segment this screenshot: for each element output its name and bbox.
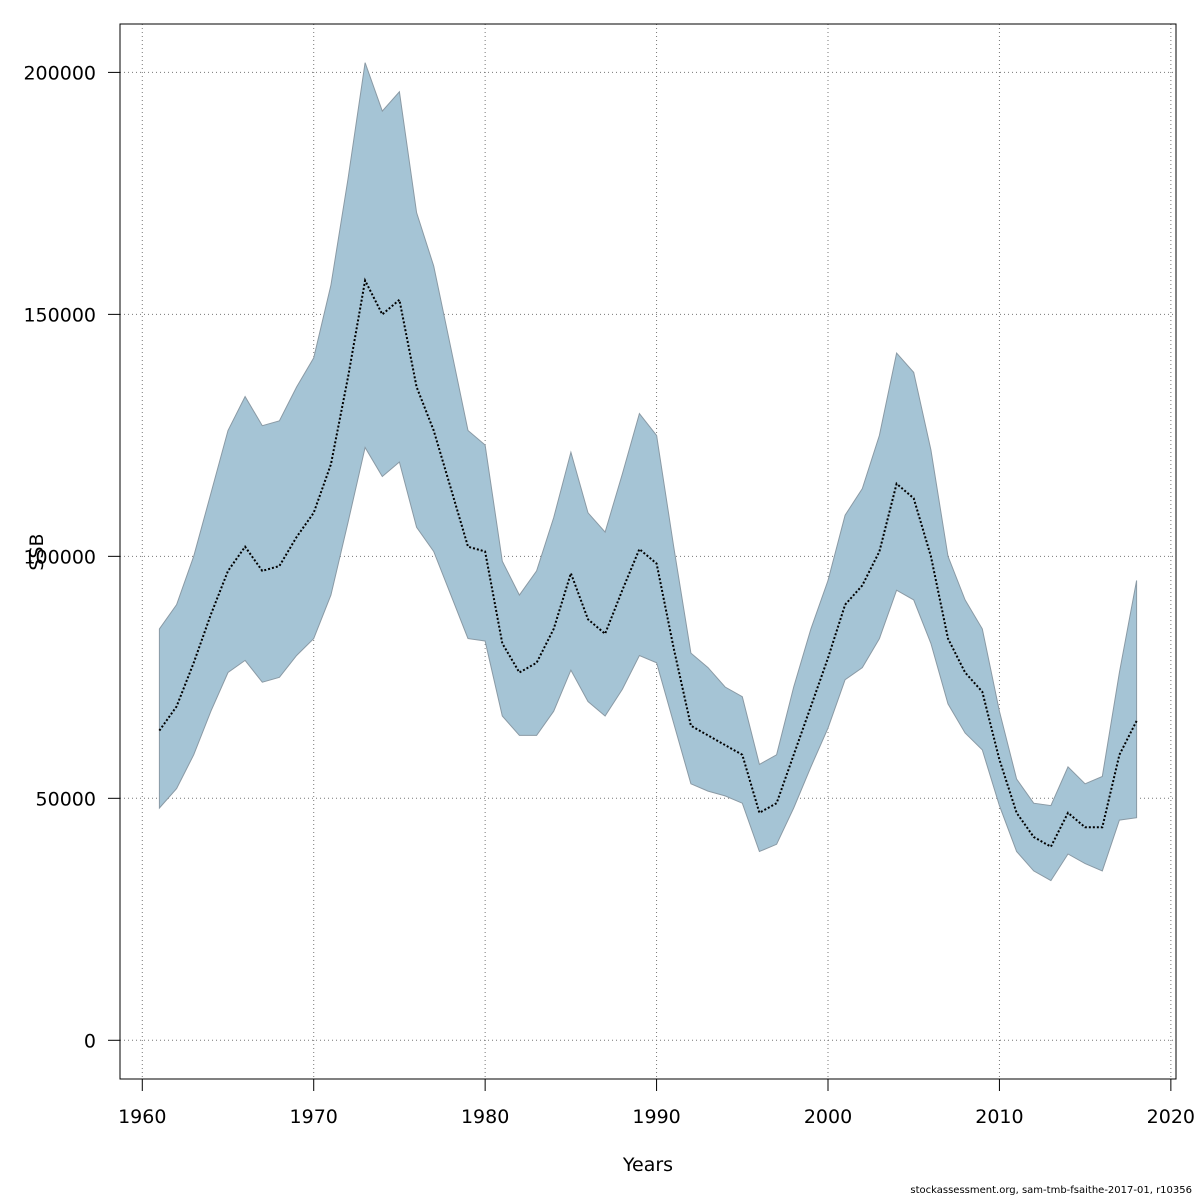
plot-area-border [119,23,1177,1080]
x-axis: 1960 1970 1980 1990 2000 2010 2020 [118,1079,1195,1128]
x-tick-label-2010: 2010 [975,1106,1023,1128]
x-tick-label-2020: 2020 [1147,1106,1195,1128]
x-axis-title: Years [622,1154,673,1176]
y-axis-title: SSB [26,533,48,570]
x-tick-label-1960: 1960 [118,1106,166,1128]
footer-credit: stockassessment.org, sam-tmb-fsaithe-201… [910,1185,1192,1196]
y-axis: 0 50000 100000 150000 200000 [23,62,120,1052]
y-tick-label-0: 0 [84,1030,96,1052]
x-tick-label-1980: 1980 [461,1106,509,1128]
y-tick-label-150000: 150000 [23,304,96,326]
y-tick-label-100000: 100000 [23,546,96,568]
y-tick-label-200000: 200000 [23,62,96,84]
x-tick-label-1990: 1990 [632,1106,680,1128]
ssb-estimate-line [158,277,1138,849]
x-tick-label-2000: 2000 [804,1106,852,1128]
y-tick-label-50000: 50000 [36,788,96,810]
confidence-band [158,62,1138,882]
x-tick-label-1970: 1970 [290,1106,338,1128]
